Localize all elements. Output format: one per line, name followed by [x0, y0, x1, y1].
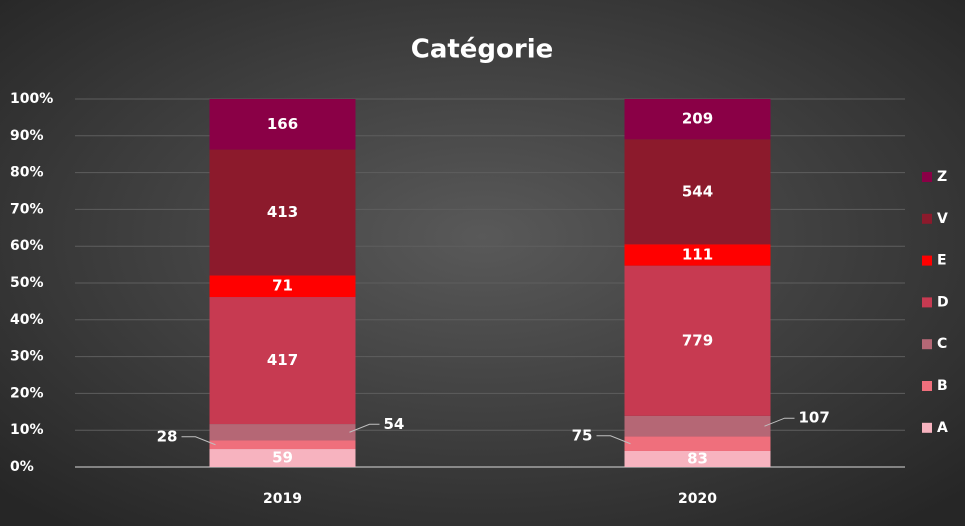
data-label: 413 [267, 203, 298, 221]
data-label: 544 [682, 182, 713, 200]
y-tick-label: 0% [10, 459, 34, 475]
leader-line [764, 417, 795, 427]
data-label: 779 [682, 331, 713, 349]
legend-label: D [937, 294, 949, 310]
bar-segment [209, 99, 356, 150]
y-tick-label: 50% [10, 275, 44, 291]
data-label: 166 [267, 115, 298, 133]
bar-segment [624, 99, 771, 140]
bar-segment [624, 265, 771, 416]
y-tick-label: 80% [10, 165, 44, 181]
y-tick-label: 60% [10, 238, 44, 254]
data-label: 28 [157, 427, 178, 445]
y-tick-label: 100% [10, 91, 53, 107]
bar-segment [624, 139, 771, 245]
data-label: 107 [799, 409, 830, 427]
data-label: 111 [682, 245, 713, 263]
legend-swatch [922, 255, 932, 266]
leader-line [181, 436, 216, 446]
bar-segment [624, 450, 771, 467]
legend-swatch [922, 381, 932, 391]
leader-line [596, 435, 631, 445]
data-label: 59 [272, 449, 293, 467]
legend-swatch [922, 213, 932, 224]
bar-segment [209, 275, 356, 298]
bar-segment [209, 449, 356, 467]
y-tick-label: 30% [10, 349, 44, 365]
data-label: 75 [572, 426, 593, 444]
bar-segment [624, 244, 771, 266]
bar-segment [209, 297, 356, 425]
bar-segment [209, 149, 356, 276]
y-tick-label: 90% [10, 128, 44, 144]
legend-swatch [922, 297, 932, 308]
x-tick-label: 2019 [263, 491, 302, 507]
data-label: 54 [384, 415, 405, 433]
leader-line [349, 423, 380, 433]
legend-swatch [922, 422, 932, 433]
y-tick-label: 70% [10, 201, 44, 217]
legend-swatch [922, 339, 932, 350]
chart-title: Catégorie [411, 35, 554, 65]
legend-label: V [937, 211, 948, 227]
data-label: 71 [272, 277, 293, 295]
bar-segment [209, 424, 356, 441]
legend-label: E [937, 253, 947, 269]
y-tick-label: 40% [10, 312, 44, 328]
legend-label: B [937, 378, 948, 394]
data-label: 83 [687, 449, 708, 467]
x-tick-label: 2020 [678, 491, 717, 507]
legend-label: Z [937, 169, 947, 185]
legend-swatch [922, 172, 932, 182]
legend-label: A [937, 420, 948, 436]
y-tick-label: 10% [10, 422, 44, 438]
y-tick-label: 20% [10, 385, 44, 401]
legend-label: C [937, 336, 947, 352]
data-label: 209 [682, 110, 713, 128]
data-label: 417 [267, 351, 298, 369]
bar-segment [209, 440, 356, 450]
bar-segment [624, 415, 771, 437]
bar-segment [624, 436, 771, 451]
